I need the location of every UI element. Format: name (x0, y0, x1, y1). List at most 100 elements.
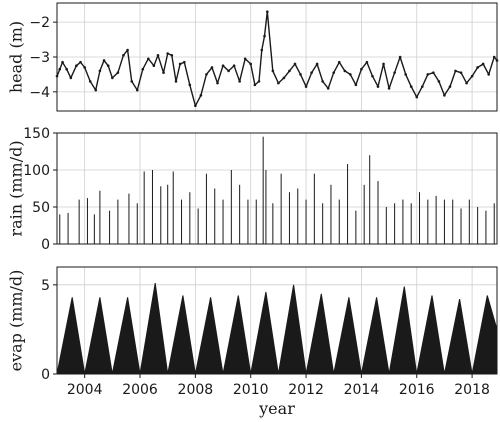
head-point (117, 71, 120, 74)
head-y-tick-label: −3 (29, 50, 50, 66)
head-point (349, 73, 352, 76)
head-point (216, 82, 219, 85)
x-tick-label: 2012 (288, 382, 324, 398)
head-point (75, 64, 78, 67)
head-point (222, 64, 225, 67)
head-point (136, 89, 139, 92)
head-point (254, 84, 257, 87)
head-y-tick-label: −4 (29, 85, 50, 101)
head-point (61, 61, 64, 64)
x-ticks: 2004 2006 2008 2010 2012 2014 2016 2018 (67, 374, 490, 398)
head-point (205, 73, 208, 76)
rain-series (60, 137, 494, 244)
x-tick-label: 2006 (122, 382, 158, 398)
head-point (338, 61, 341, 64)
head-ylabel: head (m) (7, 21, 26, 93)
head-point (227, 70, 230, 73)
head-point (332, 71, 335, 74)
head-y-tick-label: −2 (29, 15, 50, 31)
head-point (476, 66, 479, 69)
head-point (288, 70, 291, 73)
head-point (410, 85, 413, 88)
rain-y-tick-label: 0 (41, 237, 50, 253)
head-point (415, 96, 418, 99)
head-point (211, 66, 214, 69)
head-point (321, 80, 324, 83)
rain-y-tick-label: 50 (32, 200, 50, 216)
head-point (111, 77, 114, 80)
head-point (366, 61, 369, 64)
evap-ylabel: evap (mm/d) (7, 270, 26, 372)
head-point (162, 71, 165, 74)
x-tick-label: 2014 (344, 382, 380, 398)
x-tick-label: 2018 (454, 382, 490, 398)
head-point (153, 64, 156, 67)
head-point (147, 57, 150, 60)
head-point (482, 63, 485, 66)
head-point (183, 61, 186, 64)
head-point (377, 85, 380, 88)
head-point (310, 71, 313, 74)
head-point (272, 70, 275, 73)
head-point (258, 80, 261, 83)
head-point (443, 94, 446, 97)
head-point (126, 49, 129, 52)
head-point (404, 73, 407, 76)
evap-area (57, 283, 497, 374)
head-point (465, 82, 468, 85)
head-point (171, 54, 174, 57)
head-point (393, 71, 396, 74)
head-point (355, 84, 358, 87)
head-point (89, 80, 92, 83)
x-tick-label: 2008 (178, 382, 214, 398)
head-point (83, 66, 86, 69)
head-point (421, 85, 424, 88)
rain-y-tick-label: 150 (23, 126, 50, 142)
head-point (283, 77, 286, 80)
head-point (58, 68, 61, 71)
rain-y-ticks: 0 50 100 150 (23, 126, 57, 253)
head-point (166, 52, 169, 55)
evap-y-ticks: 05 (41, 278, 57, 383)
head-panel: −4 −3 −2 head (m) (7, 3, 499, 111)
head-point (107, 64, 110, 67)
head-series (56, 10, 499, 107)
x-tick-label: 2004 (67, 382, 103, 398)
head-point (360, 68, 363, 71)
head-point (438, 80, 441, 83)
head-point (493, 56, 496, 59)
head-point (449, 85, 452, 88)
head-point (157, 54, 160, 57)
head-point (399, 56, 402, 59)
head-point (263, 35, 266, 38)
head-point (122, 54, 125, 57)
head-point (99, 70, 102, 73)
head-point (130, 80, 133, 83)
head-point (65, 68, 68, 71)
head-point (471, 75, 474, 78)
head-point (299, 73, 302, 76)
head-point (200, 94, 203, 97)
evap-panel: 05 2004 2006 2008 2010 2012 2014 2016 2018 evap… (7, 267, 498, 418)
head-point (294, 63, 297, 66)
head-point (94, 89, 97, 92)
head-point (175, 80, 178, 83)
head-point (79, 61, 82, 64)
head-point (103, 59, 106, 62)
head-point (194, 104, 197, 107)
rain-gridlines (57, 133, 497, 244)
rain-y-tick-label: 100 (23, 163, 50, 179)
head-point (249, 63, 252, 66)
head-point (70, 77, 73, 80)
head-point (327, 87, 330, 90)
head-point (371, 75, 374, 78)
head-point (260, 49, 263, 52)
head-point (238, 80, 241, 83)
head-point (343, 70, 346, 73)
x-tick-label: 2010 (233, 382, 269, 398)
head-point (460, 71, 463, 74)
head-point (277, 82, 280, 85)
head-point (305, 85, 308, 88)
head-y-ticks: −4 −3 −2 (29, 15, 57, 101)
